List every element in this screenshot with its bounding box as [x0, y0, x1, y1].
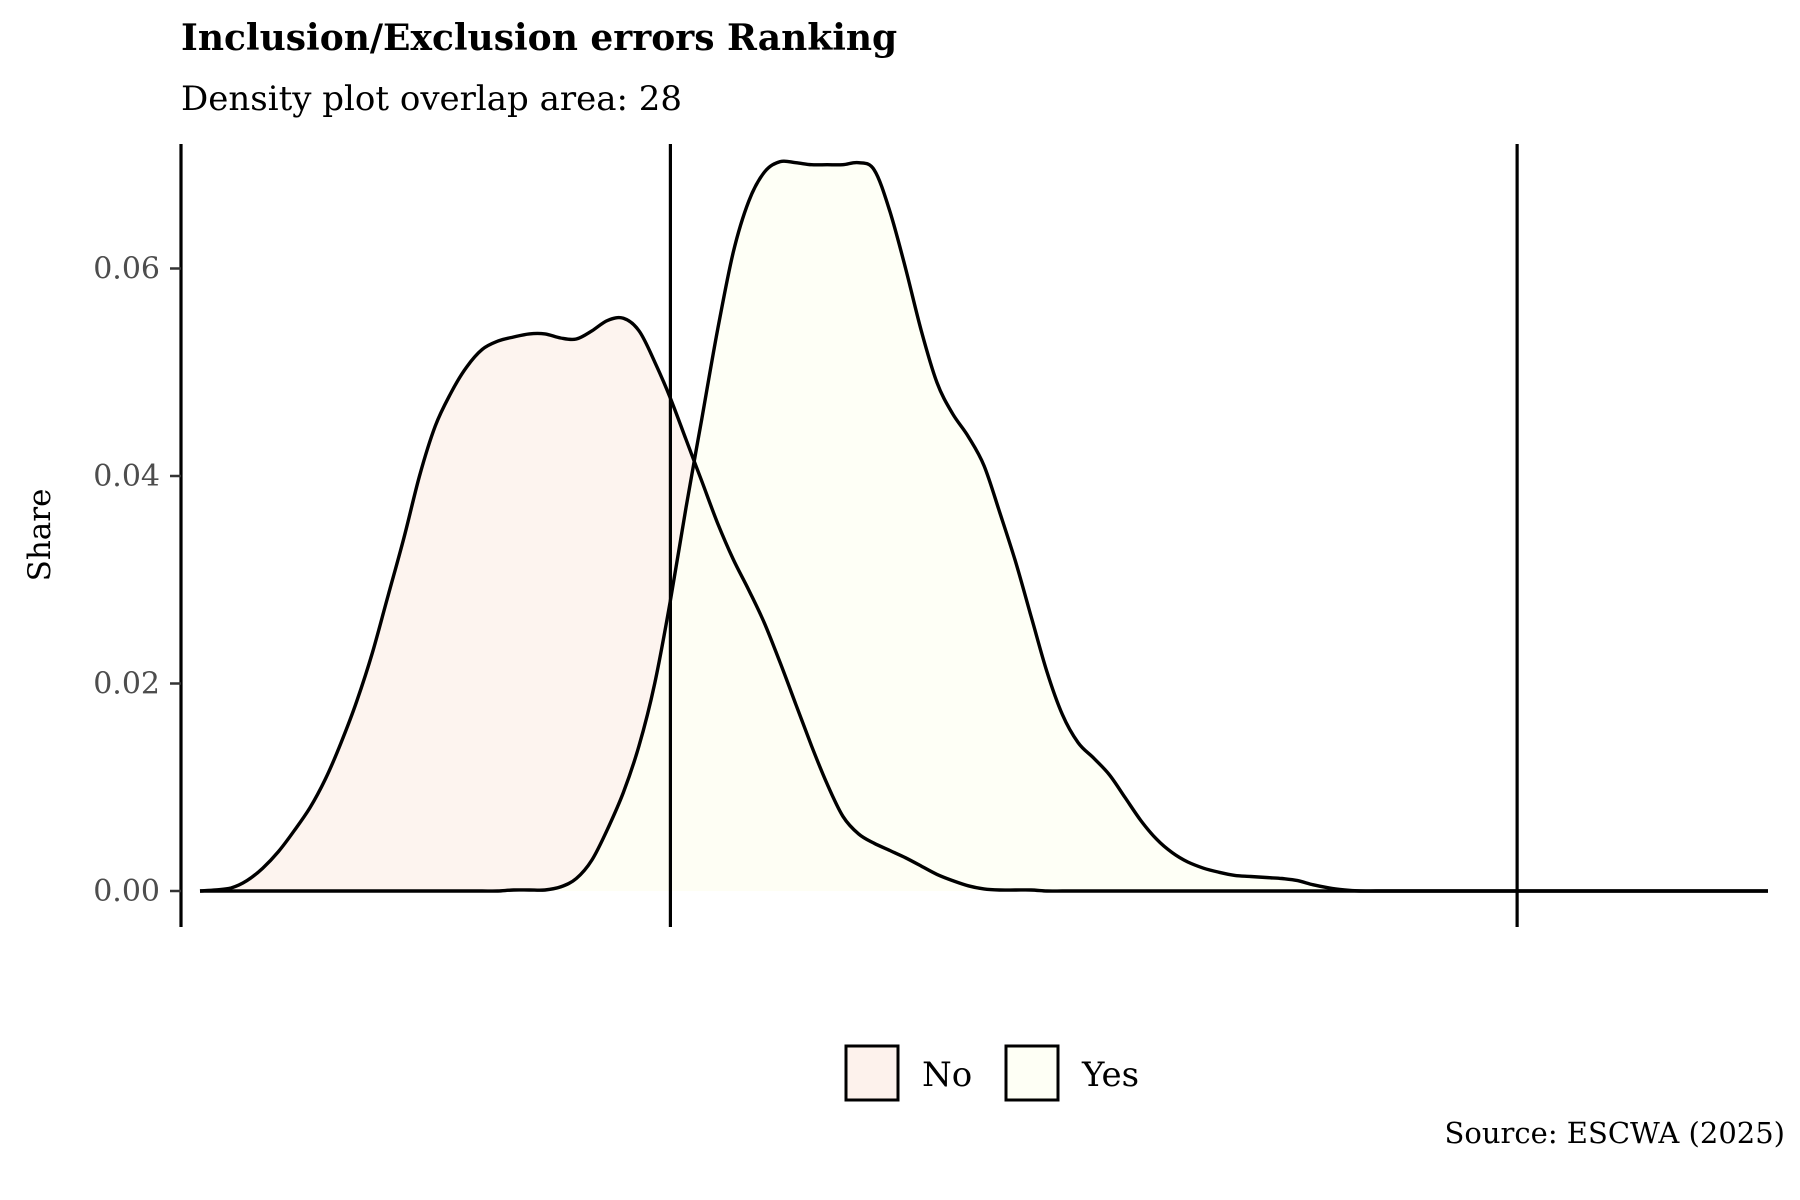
density-curves [199, 159, 1769, 893]
y-tick-label: 0.02 [93, 667, 160, 702]
y-tick-label: 0.00 [93, 874, 160, 909]
legend: No Yes [844, 1044, 1139, 1102]
y-axis-title: Share [22, 489, 58, 582]
y-axis-ticks: 0.00 0.02 0.04 0.06 [93, 252, 181, 909]
density-area-yes [200, 161, 1768, 892]
legend-label-no: No [922, 1055, 972, 1095]
chart-title: Inclusion/Exclusion errors Ranking [181, 17, 897, 59]
y-tick-label: 0.04 [93, 459, 160, 494]
legend-key-yes [1004, 1044, 1060, 1102]
chart-caption: Source: ESCWA (2025) [1445, 1116, 1785, 1150]
legend-label-yes: Yes [1081, 1055, 1139, 1095]
density-areas [200, 161, 1768, 892]
legend-key-no [844, 1044, 900, 1102]
chart-subtitle: Density plot overlap area: 28 [181, 79, 682, 119]
reference-lines [668, 144, 1519, 927]
y-tick-label: 0.06 [93, 252, 160, 287]
density-area-no [200, 317, 1768, 892]
density-line-yes [199, 159, 1769, 893]
